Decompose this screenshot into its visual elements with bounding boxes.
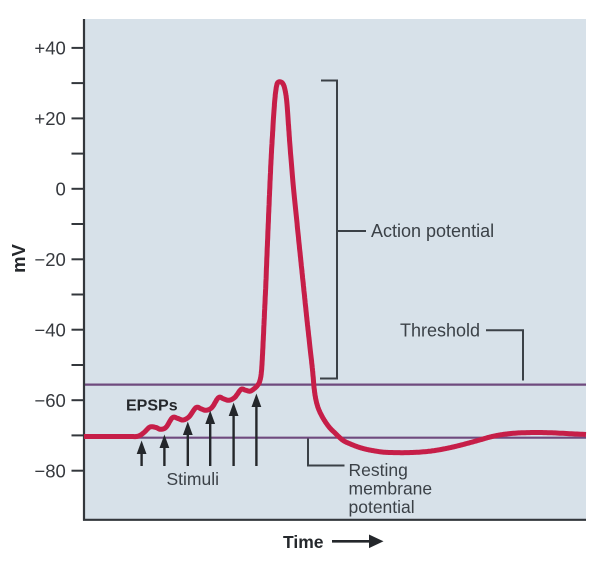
svg-text:−80: −80 <box>34 460 65 481</box>
svg-text:mV: mV <box>8 243 29 272</box>
svg-text:Resting: Resting <box>349 460 408 480</box>
svg-text:+40: +40 <box>34 38 65 59</box>
svg-text:+20: +20 <box>34 108 65 129</box>
svg-text:Time: Time <box>283 532 324 552</box>
svg-text:Threshold: Threshold <box>400 321 480 341</box>
svg-text:membrane: membrane <box>349 479 433 499</box>
svg-text:−60: −60 <box>34 390 65 411</box>
svg-text:−20: −20 <box>34 249 65 270</box>
svg-text:potential: potential <box>349 497 415 517</box>
svg-text:0: 0 <box>56 179 66 200</box>
svg-text:Action potential: Action potential <box>371 221 494 241</box>
svg-text:EPSPs: EPSPs <box>126 397 178 414</box>
svg-text:−40: −40 <box>34 319 65 340</box>
svg-text:Stimuli: Stimuli <box>167 469 220 489</box>
